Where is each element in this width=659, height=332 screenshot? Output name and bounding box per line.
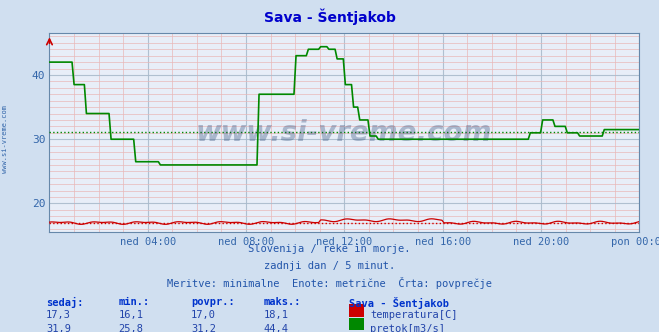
Text: www.si-vreme.com: www.si-vreme.com <box>2 106 9 173</box>
Text: Slovenija / reke in morje.: Slovenija / reke in morje. <box>248 244 411 254</box>
Text: Meritve: minimalne  Enote: metrične  Črta: povprečje: Meritve: minimalne Enote: metrične Črta:… <box>167 277 492 289</box>
Text: 44,4: 44,4 <box>264 324 289 332</box>
Text: Sava - Šentjakob: Sava - Šentjakob <box>349 297 449 309</box>
Text: min.:: min.: <box>119 297 150 307</box>
Text: 17,3: 17,3 <box>46 310 71 320</box>
Text: 31,9: 31,9 <box>46 324 71 332</box>
Text: 16,1: 16,1 <box>119 310 144 320</box>
Text: 25,8: 25,8 <box>119 324 144 332</box>
Text: sedaj:: sedaj: <box>46 297 84 308</box>
Text: 18,1: 18,1 <box>264 310 289 320</box>
Text: povpr.:: povpr.: <box>191 297 235 307</box>
Text: www.si-vreme.com: www.si-vreme.com <box>196 119 492 147</box>
Text: Sava - Šentjakob: Sava - Šentjakob <box>264 8 395 25</box>
Text: 17,0: 17,0 <box>191 310 216 320</box>
Text: 31,2: 31,2 <box>191 324 216 332</box>
Text: maks.:: maks.: <box>264 297 301 307</box>
Text: pretok[m3/s]: pretok[m3/s] <box>370 324 445 332</box>
Text: temperatura[C]: temperatura[C] <box>370 310 458 320</box>
Text: zadnji dan / 5 minut.: zadnji dan / 5 minut. <box>264 261 395 271</box>
